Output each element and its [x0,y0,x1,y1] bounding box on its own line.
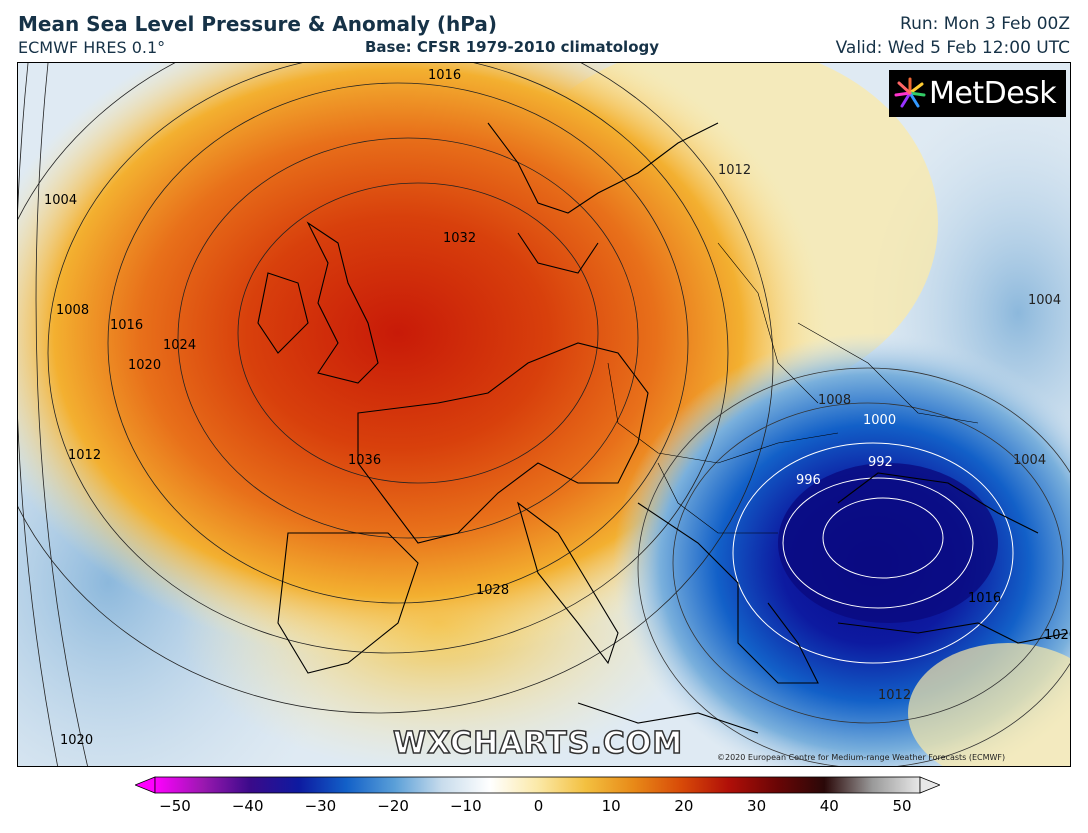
colorbar-gradient [154,776,921,794]
colorbar-tick-label: 10 [601,797,621,815]
isobar-label: 1016 [110,318,144,333]
isobars-high [18,63,774,766]
wxcharts-watermark: WXCHARTS.COM [392,725,684,762]
colorbar-tick-label: −20 [377,797,409,815]
isobar-label: 1028 [476,583,510,598]
isobar-label: 1036 [348,453,382,468]
isobar-label: 1032 [443,231,477,246]
colorbar-tick-label: −10 [449,797,482,815]
metdesk-logo-text: MetDesk [929,76,1057,111]
colorbar-tick-label: 40 [819,797,839,815]
colorbar-tick-label: 50 [892,797,912,815]
colorbar-tick-label: −30 [304,797,337,815]
country-borders [607,242,979,534]
isobar-label: 996 [796,473,821,488]
isobar-label: 1016 [428,68,462,83]
isobar-label: 1016 [968,591,1002,606]
isobars-low [732,442,1014,664]
base-climatology-label: Base: CFSR 1979-2010 climatology [365,38,660,56]
pressure-anomaly-map[interactable]: 1016 1004 1008 1016 1020 1024 1012 1032 1036 1028… [17,62,1071,767]
isobar-label: 1000 [863,413,897,428]
isobar-label: 1020 [128,358,162,373]
chart-title: Mean Sea Level Pressure & Anomaly (hPa) [18,12,498,36]
isobar-label: 1020 [60,733,94,748]
map-canvas [18,63,1070,766]
metdesk-logo: MetDesk [889,70,1066,117]
colorbar-tick-label: 20 [674,797,694,815]
copyright-notice: ©2020 European Centre for Medium-range W… [717,753,1006,762]
metdesk-logo-icon [894,77,926,108]
isobar-label: 1020 [1044,628,1070,643]
colorbar-min-arrow [133,776,156,794]
isobar-label: 992 [868,455,893,470]
colorbar-tick-label: 30 [747,797,767,815]
isobar-label: 1012 [878,688,912,703]
colorbar-tick-label: −40 [231,797,264,815]
isobar-label: 1004 [1013,453,1047,468]
anomaly-colorbar [133,776,942,798]
isobar-label: 1012 [68,448,102,463]
colorbar-swatches [133,776,942,794]
colorbar-tick-label: −50 [159,797,191,815]
isobar-label: 1012 [718,163,752,178]
isobar-label: 1008 [56,303,90,318]
isobar-label: 1004 [44,193,78,208]
coastlines [257,122,1069,734]
isobar-label: 1024 [163,338,197,353]
model-label: ECMWF HRES 0.1° [18,38,166,57]
isobar-label: 1008 [818,393,852,408]
valid-time-label: Valid: Wed 5 Feb 12:00 UTC [835,38,1070,58]
colorbar-max-arrow [919,776,942,794]
colorbar-tick-label: 0 [533,797,544,815]
isobar-label: 1004 [1028,293,1062,308]
run-label: Run: Mon 3 Feb 00Z [900,14,1070,34]
